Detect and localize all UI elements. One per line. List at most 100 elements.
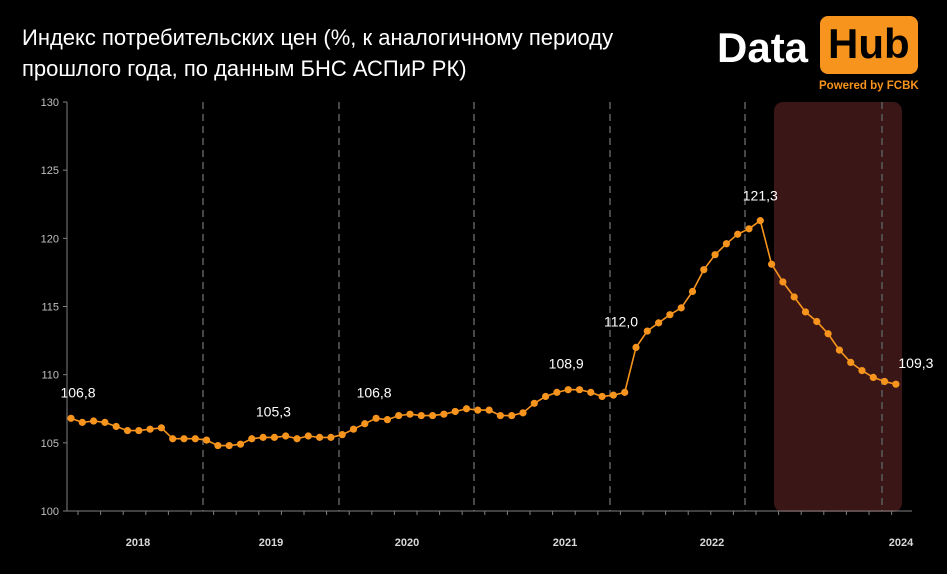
cpi-data-point: [621, 388, 629, 396]
y-tick-label: 125: [41, 165, 59, 177]
cpi-data-point: [677, 304, 685, 312]
cpi-data-point: [203, 436, 211, 444]
cpi-data-point: [824, 330, 832, 338]
cpi-data-point: [813, 317, 821, 326]
highlight-layer: [774, 102, 902, 512]
cpi-data-point: [768, 260, 776, 268]
y-tick-label: 115: [41, 302, 59, 314]
cpi-data-point: [575, 386, 584, 394]
cpi-data-point: [655, 319, 663, 327]
cpi-data-point: [745, 225, 753, 233]
cpi-data-point: [643, 327, 651, 335]
cpi-data-point: [485, 406, 493, 414]
cpi-data-point: [632, 343, 640, 351]
cpi-data-point: [236, 440, 245, 448]
data-label: 121,3: [743, 188, 778, 204]
cpi-data-point: [361, 420, 369, 428]
cpi-data-point: [112, 422, 120, 431]
cpi-data-point: [722, 240, 731, 248]
cpi-data-point: [225, 441, 233, 450]
cpi-data-point: [146, 425, 154, 433]
cpi-data-point: [564, 386, 572, 394]
cpi-data-point: [756, 217, 764, 225]
data-label: 105,3: [256, 403, 291, 419]
logo-hub-text: Hub: [820, 16, 918, 74]
cpi-data-point: [519, 409, 527, 417]
cpi-data-point: [858, 366, 866, 375]
year-label: 2022: [700, 537, 724, 549]
cpi-data-point: [101, 418, 109, 426]
cpi-data-point: [801, 308, 810, 316]
cpi-data-point: [587, 388, 595, 396]
cpi-data-point: [462, 405, 471, 413]
chart-title-line2: прошлого года, по данным БНС АСПиР РК): [22, 56, 467, 81]
year-label: 2019: [259, 537, 283, 549]
cpi-data-point: [666, 311, 674, 319]
cpi-data-point: [349, 425, 358, 433]
cpi-data-point: [327, 433, 335, 441]
cpi-data-point: [338, 431, 346, 439]
axis-layer: 100 105 110 115 120 125 130 2018 2019 2020 2021 202…: [41, 97, 914, 549]
cpi-data-point: [135, 426, 143, 435]
data-label-layer: 106,8 105,3 106,8 108,9 112,0 121,3 109,3: [60, 188, 933, 420]
cpi-data-point: [688, 287, 697, 296]
cpi-data-point: [711, 251, 719, 259]
cpi-data-point: [316, 433, 324, 441]
logo-data-text: Data: [717, 24, 809, 71]
cpi-data-point: [429, 411, 437, 420]
cpi-data-point: [123, 426, 132, 435]
cpi-data-point: [598, 392, 606, 401]
y-tick-label: 120: [41, 233, 59, 245]
cpi-data-point: [700, 266, 708, 274]
cpi-data-point: [869, 373, 877, 381]
cpi-data-point: [90, 417, 98, 425]
cpi-data-point: [293, 435, 301, 443]
cpi-data-point: [191, 435, 199, 443]
cpi-data-point: [881, 377, 889, 386]
y-tick-label: 110: [41, 370, 59, 382]
data-label: 106,8: [60, 384, 95, 400]
cpi-data-point: [259, 433, 267, 441]
cpi-data-point: [169, 435, 177, 443]
cpi-data-point: [530, 399, 538, 407]
cpi-data-point: [734, 230, 742, 238]
datahub-logo: Data Hub Powered by FCBK: [717, 14, 919, 94]
cpi-data-point: [157, 424, 165, 432]
cpi-data-point: [609, 391, 618, 399]
cpi-data-point: [892, 380, 900, 388]
year-label: 2024: [889, 537, 914, 549]
cpi-data-point: [553, 388, 561, 396]
cpi-data-point: [790, 293, 798, 301]
data-label: 112,0: [604, 313, 638, 329]
y-tick-label: 105: [41, 438, 59, 450]
cpi-data-point: [542, 392, 550, 401]
cpi-data-point: [304, 432, 312, 440]
cpi-data-point: [779, 278, 787, 286]
cpi-data-point: [383, 416, 391, 424]
year-separator-layer: [202, 102, 883, 511]
year-label: 2020: [395, 537, 419, 549]
cpi-data-point: [78, 418, 86, 426]
series-layer: [67, 217, 900, 450]
cpi-series-line: [70, 219, 897, 447]
cpi-data-point: [248, 435, 256, 443]
cpi-data-point: [417, 411, 425, 420]
data-label: 106,8: [357, 384, 392, 400]
cpi-data-point: [180, 435, 188, 443]
year-label: 2021: [553, 537, 577, 549]
logo-powered-by: Powered by FCBK: [819, 80, 919, 92]
chart-title: Индекс потребительских цен (%, к аналоги…: [22, 22, 702, 84]
cpi-data-point: [847, 358, 855, 366]
data-label: 108,9: [549, 356, 584, 372]
y-tick-label: 100: [41, 506, 59, 518]
year-label: 2018: [126, 537, 150, 549]
cpi-data-point: [67, 414, 75, 422]
chart-title-line1: Индекс потребительских цен (%, к аналоги…: [22, 25, 614, 50]
cpi-data-point: [496, 411, 504, 420]
cpi-data-point: [508, 411, 516, 420]
cpi-data-point: [214, 441, 222, 450]
cpi-data-point: [395, 411, 403, 420]
cpi-data-point: [372, 414, 380, 422]
highlight-period-box: [774, 102, 902, 512]
